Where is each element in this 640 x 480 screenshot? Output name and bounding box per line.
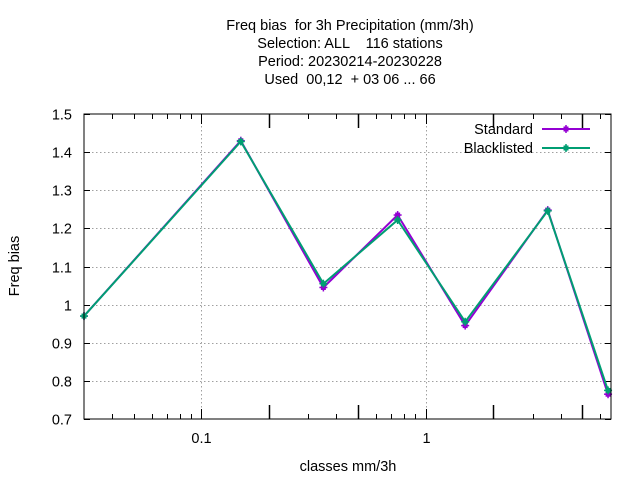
y-tick-label: 0.9 [52,337,72,353]
blacklisted-point [319,279,328,288]
title-line-1: Freq bias for 3h Precipitation (mm/3h) [226,18,474,34]
y-tick-label: 1.2 [52,222,72,238]
blacklisted-point [236,137,245,146]
title-line-4: Used 00,12 + 03 06 ... 66 [264,72,436,88]
x-tick-label: 0.1 [191,431,211,447]
y-tick-label: 1 [64,299,72,315]
blacklisted-point [543,206,552,215]
legend-label-standard: Standard [474,122,533,138]
x-tick-labels: 0.1 1 [191,431,430,447]
blacklisted-point [393,215,402,224]
legend-marker-blacklisted [562,144,570,152]
title-line-3: Period: 20230214-20230228 [258,54,442,70]
blacklisted-point [461,317,470,326]
y-tick-label: 1.4 [52,146,72,162]
legend-label-blacklisted: Blacklisted [464,141,533,157]
y-axis-label: Freq bias [7,236,23,296]
legend: Standard Blacklisted [464,122,590,157]
y-tick-label: 1.3 [52,184,72,200]
legend-marker-standard [562,125,570,133]
axis-ticks [84,114,611,420]
plot-frame [83,113,612,420]
x-axis-label: classes mm/3h [300,459,397,475]
y-tick-labels: 0.7 0.8 0.9 1 1.1 1.2 1.3 1.4 1.5 [52,108,72,429]
title-line-2: Selection: ALL 116 stations [257,36,443,52]
y-tick-label: 1.1 [52,261,72,277]
y-tick-label: 0.8 [52,375,72,391]
x-tick-label: 1 [422,431,430,447]
series [80,136,613,399]
y-tick-label: 0.7 [52,413,72,429]
chart-title: Freq bias for 3h Precipitation (mm/3h) S… [0,17,640,89]
y-tick-label: 1.5 [52,108,72,124]
grid [84,114,611,419]
